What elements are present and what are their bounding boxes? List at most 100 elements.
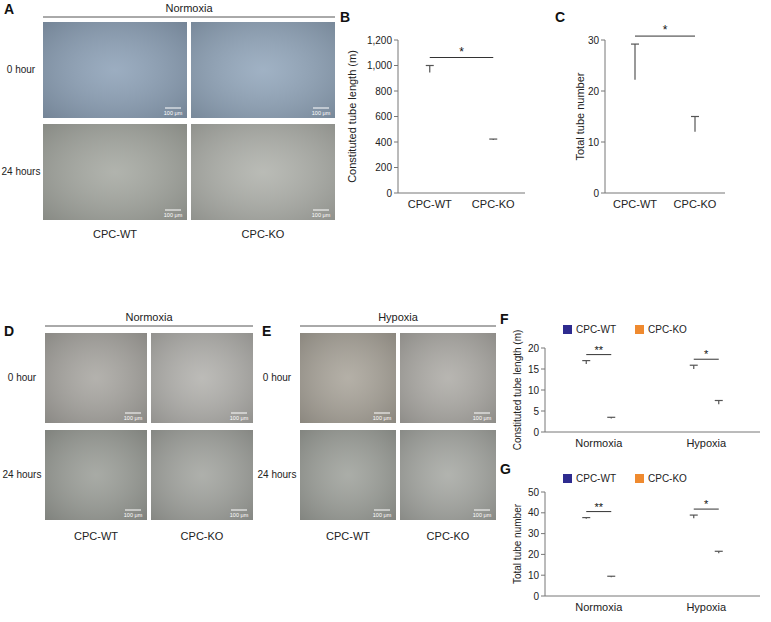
y-tick-label: 20: [528, 343, 540, 354]
header-rule: [45, 326, 253, 327]
y-tick-label: 0: [593, 188, 599, 199]
error-cap: [489, 138, 497, 139]
error-stem: [429, 66, 430, 73]
condition-header: Normoxia: [165, 2, 213, 14]
panel-letter: E: [262, 323, 271, 339]
plot-area: [631, 44, 699, 132]
y-axis: [398, 40, 399, 193]
x-axis: [398, 193, 525, 194]
row-label: 0 hour: [8, 372, 37, 383]
y-tick: [541, 596, 545, 597]
micrograph-shade: [300, 333, 396, 423]
scale-bar: [474, 413, 490, 414]
y-tick: [541, 575, 545, 576]
significance-label: *: [459, 45, 464, 59]
micrograph: [191, 124, 335, 220]
scale-bar: [374, 413, 390, 414]
bar: [472, 140, 514, 141]
legend-entry: CPC-WT: [563, 324, 616, 335]
micrograph: [300, 333, 396, 423]
panel-letter: D: [4, 323, 14, 339]
legend-label: CPC-WT: [576, 473, 616, 484]
legend-swatch: [635, 325, 644, 334]
y-axis-label: Total tube number: [512, 503, 523, 584]
scale-bar-label: 100 μm: [124, 512, 143, 518]
plot-area: [426, 66, 498, 141]
image-panel: EHypoxia0 hour100 μm100 μm24 hours100 μm…: [258, 311, 496, 542]
micrograph: [300, 430, 396, 520]
error-bar: [631, 44, 639, 80]
x-axis: [545, 596, 760, 597]
micrograph-shade: [191, 124, 335, 220]
y-tick: [541, 348, 545, 349]
bar-chart: CTotal tube number0102030CPC-WTCPC-KO*: [555, 9, 725, 210]
row-label: 0 hour: [263, 372, 292, 383]
y-tick-label: 600: [375, 111, 392, 122]
error-cap: [582, 360, 590, 361]
significance-label: *: [704, 348, 709, 360]
plot-area: [582, 361, 723, 419]
micrograph-shade: [45, 333, 147, 423]
y-tick-label: 30: [588, 35, 600, 46]
y-axis-label: Total tube number: [574, 72, 586, 160]
scale-bar-label: 100 μm: [473, 415, 492, 421]
micrograph: [45, 430, 147, 520]
panel-letter: G: [500, 461, 511, 477]
scale-bar: [165, 108, 181, 109]
micrograph-shade: [151, 333, 253, 423]
error-bar: [607, 417, 615, 418]
column-label: CPC-WT: [93, 228, 137, 240]
micrograph-shade: [300, 430, 396, 520]
error-cap: [690, 365, 698, 366]
y-tick-label: 15: [528, 364, 540, 375]
panel-letter: A: [4, 1, 14, 17]
y-tick: [394, 40, 398, 41]
scale-bar-label: 100 μm: [373, 512, 392, 518]
error-cap: [715, 400, 723, 401]
micrograph: [151, 430, 253, 520]
micrograph: [45, 333, 147, 423]
error-cap: [690, 514, 698, 515]
y-tick-label: 10: [528, 385, 540, 396]
scale-bar-label: 100 μm: [164, 110, 183, 116]
error-bar: [489, 139, 497, 140]
y-axis: [605, 40, 606, 193]
legend-label: CPC-KO: [648, 473, 687, 484]
y-tick: [394, 65, 398, 66]
significance-label: *: [663, 23, 668, 37]
y-axis-label: Constituted tube length (m): [346, 50, 358, 183]
y-tick-label: 0: [533, 591, 539, 602]
y-tick-label: 0: [533, 427, 539, 438]
y-axis: [545, 492, 546, 596]
y-tick: [541, 492, 545, 493]
y-tick: [541, 512, 545, 513]
y-tick: [601, 40, 605, 41]
y-tick-label: 0: [386, 188, 392, 199]
y-tick: [601, 193, 605, 194]
y-tick: [394, 167, 398, 168]
figure: A Normoxia 0 hour 100 μm 100 μm 24 hours 100 μ…: [0, 0, 771, 622]
y-tick: [394, 193, 398, 194]
column-label: CPC-KO: [242, 228, 285, 240]
image-panel: DNormoxia0 hour100 μm100 μm24 hours100 μ…: [3, 311, 253, 542]
error-bar: [691, 117, 699, 132]
y-tick: [541, 554, 545, 555]
row-label: 0 hour: [7, 64, 36, 75]
legend-swatch: [635, 474, 644, 483]
bar-chart: FConstituted tube length (m)05101520Norm…: [500, 311, 760, 450]
bar-chart: BConstituted tube length (m)020040060080…: [340, 9, 525, 210]
scale-bar-label: 100 μm: [312, 110, 331, 116]
y-tick-label: 800: [375, 86, 392, 97]
y-tick-label: 200: [375, 162, 392, 173]
y-axis: [545, 348, 546, 432]
row-label: 24 hours: [3, 469, 42, 480]
x-tick-label: CPC-KO: [472, 198, 515, 210]
y-tick-label: 20: [588, 86, 600, 97]
micrograph: [43, 22, 187, 118]
micrograph-shade: [45, 430, 147, 520]
row-label: 24 hours: [2, 166, 41, 177]
scale-bar: [125, 510, 141, 511]
scale-bar: [165, 210, 181, 211]
y-tick: [394, 142, 398, 143]
significance-label: **: [594, 501, 603, 513]
